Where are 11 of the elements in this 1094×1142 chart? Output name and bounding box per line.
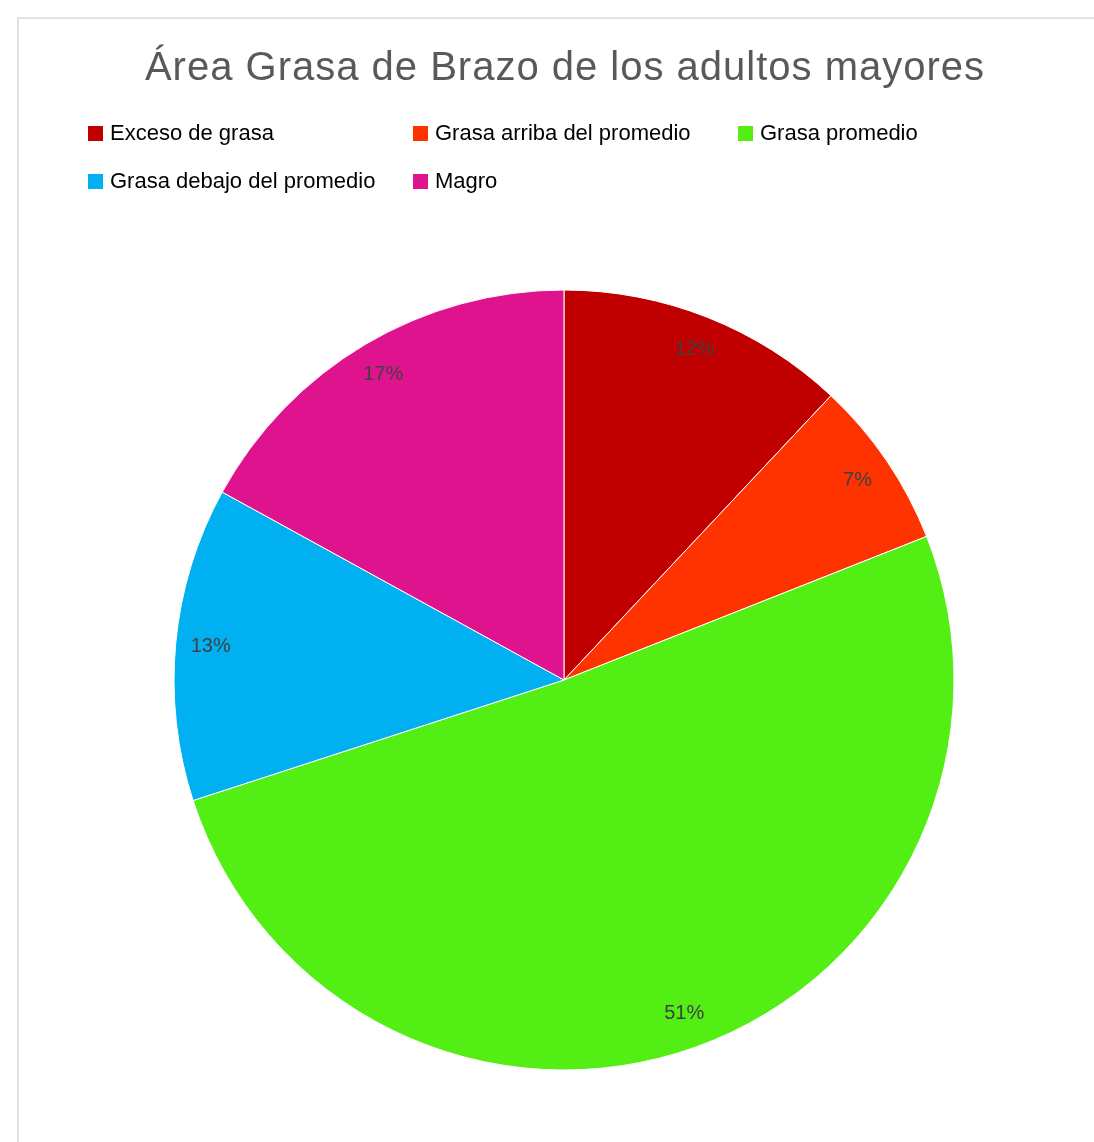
data-label: 51% — [664, 1001, 705, 1024]
data-label: 17% — [363, 361, 404, 384]
legend-label: Grasa arriba del promedio — [435, 119, 691, 145]
legend-label: Grasa promedio — [760, 119, 918, 145]
data-label: 12% — [674, 337, 715, 360]
chart-title: Área Grasa de Brazo de los adultos mayores — [144, 44, 986, 88]
legend-label: Exceso de grasa — [110, 119, 275, 145]
legend-label: Magro — [435, 167, 498, 193]
legend-label: Grasa debajo del promedio — [110, 167, 376, 193]
data-label: 13% — [190, 633, 231, 656]
data-label: 7% — [843, 467, 873, 490]
